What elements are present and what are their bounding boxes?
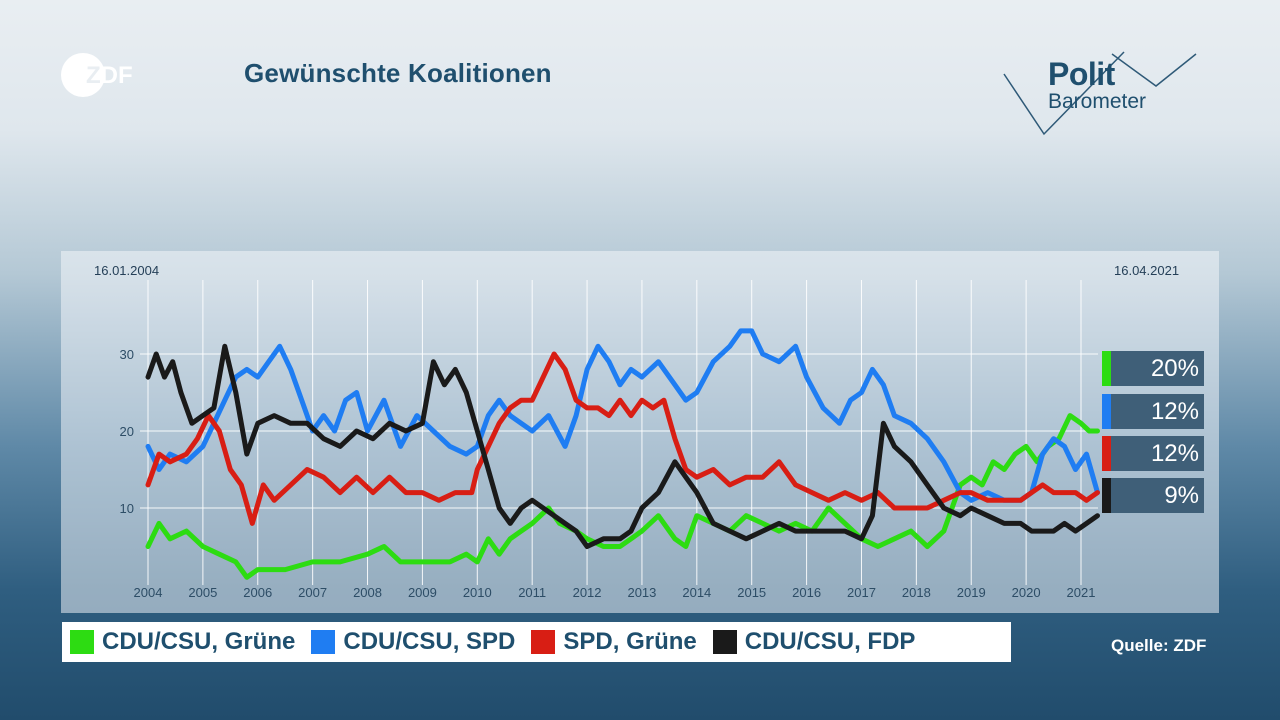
brand-barometer: Barometer xyxy=(1048,90,1147,113)
series-lines xyxy=(145,328,1100,580)
x-tick-label: 2004 xyxy=(134,585,163,600)
x-tick-label: 2005 xyxy=(188,585,217,600)
latest-value-text: 12% xyxy=(1111,394,1204,429)
latest-value-text: 9% xyxy=(1111,478,1204,513)
date-end-label: 16.04.2021 xyxy=(1114,263,1180,278)
x-tick-label: 2009 xyxy=(408,585,437,600)
x-tick-label: 2017 xyxy=(847,585,876,600)
legend-label: CDU/CSU, FDP xyxy=(744,628,916,655)
x-tick-label: 2021 xyxy=(1067,585,1096,600)
politbarometer-logo: Polit Barometer xyxy=(1000,46,1205,138)
series-line-spd-gruene xyxy=(145,351,1100,526)
x-tick-label: 2013 xyxy=(627,585,656,600)
latest-value-cdu-fdp: 9% xyxy=(1102,478,1204,513)
svg-text:ZDF: ZDF xyxy=(86,62,133,89)
chart-legend: CDU/CSU, Grüne CDU/CSU, SPD SPD, Grüne C… xyxy=(62,622,1011,662)
x-tick-label: 2018 xyxy=(902,585,931,600)
latest-value-cdu-spd: 12% xyxy=(1102,394,1204,429)
x-tick-label: 2019 xyxy=(957,585,986,600)
y-tick-label: 30 xyxy=(120,347,134,362)
page-title: Gewünschte Koalitionen xyxy=(244,58,552,88)
latest-value-text: 12% xyxy=(1111,436,1204,471)
series-line-cdu-gruene xyxy=(145,413,1100,580)
y-tick-label: 10 xyxy=(120,501,134,516)
trend-lines-icon xyxy=(1003,51,1197,136)
series-line-cdu-fdp xyxy=(145,343,1100,549)
legend-item-spd-gruene: SPD, Grüne xyxy=(531,628,697,656)
x-tick-label: 2016 xyxy=(792,585,821,600)
legend-label: SPD, Grüne xyxy=(563,628,697,655)
legend-swatch xyxy=(70,630,94,654)
x-tick-label: 2015 xyxy=(737,585,766,600)
x-tick-label: 2007 xyxy=(298,585,327,600)
x-tick-label: 2014 xyxy=(682,585,711,600)
legend-label: CDU/CSU, Grüne xyxy=(102,628,296,655)
brand-polit: Polit xyxy=(1048,56,1115,92)
tick-labels: 2004 2005 2006 2007 2008 2009 2010 2011 2012 2013… xyxy=(120,347,1096,600)
legend-item-cdu-spd: CDU/CSU, SPD xyxy=(311,628,515,656)
series-line-cdu-spd xyxy=(145,328,1100,503)
latest-swatch-cdu-fdp xyxy=(1102,478,1111,513)
latest-swatch-spd-gruene xyxy=(1102,436,1111,471)
legend-item-cdu-fdp: CDU/CSU, FDP xyxy=(712,628,916,656)
legend-item-cdu-gruene: CDU/CSU, Grüne xyxy=(70,628,295,656)
legend-label: CDU/CSU, SPD xyxy=(343,628,516,655)
legend-swatch xyxy=(531,630,556,654)
date-start-label: 16.01.2004 xyxy=(94,263,160,278)
latest-value-spd-gruene: 12% xyxy=(1102,436,1204,471)
latest-swatch-cdu-spd xyxy=(1102,394,1111,429)
x-tick-label: 2011 xyxy=(518,585,546,600)
x-tick-label: 2010 xyxy=(463,585,492,600)
x-tick-label: 2006 xyxy=(243,585,272,600)
legend-swatch xyxy=(311,630,336,654)
source-label: Quelle: ZDF xyxy=(1111,636,1207,655)
svg-text:Z: Z xyxy=(86,62,101,89)
latest-value-cdu-gruene: 20% xyxy=(1102,351,1204,386)
zdf-logo: ZDF Z xyxy=(61,53,133,97)
y-tick-label: 20 xyxy=(120,424,134,439)
x-tick-label: 2012 xyxy=(573,585,602,600)
latest-swatch-cdu-gruene xyxy=(1102,351,1111,386)
x-tick-label: 2008 xyxy=(353,585,382,600)
latest-value-text: 20% xyxy=(1111,351,1204,386)
legend-swatch xyxy=(712,630,737,654)
x-tick-label: 2020 xyxy=(1012,585,1041,600)
